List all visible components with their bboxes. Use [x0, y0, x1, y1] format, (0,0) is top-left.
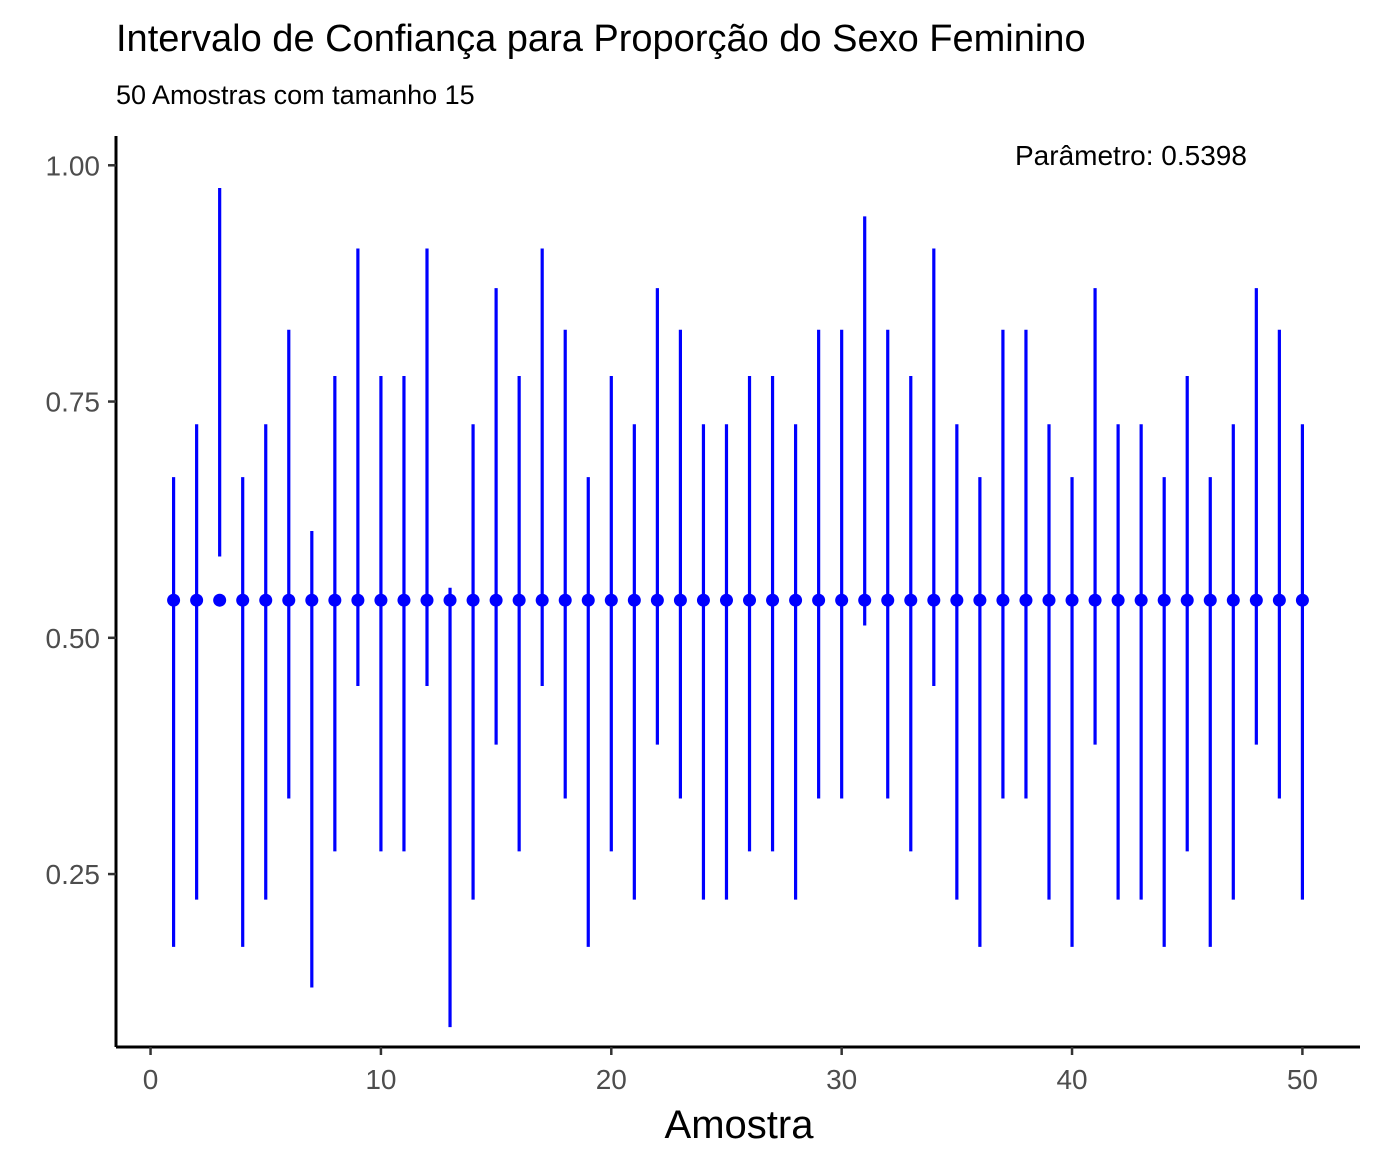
sample-points [167, 593, 1309, 607]
sample-point [950, 593, 964, 607]
sample-point [466, 593, 480, 607]
sample-point [973, 593, 987, 607]
confidence-intervals [171, 187, 1305, 1028]
sample-point [167, 593, 181, 607]
sample-point [1180, 593, 1194, 607]
sample-point [904, 593, 918, 607]
sample-point [1134, 593, 1148, 607]
sample-point [835, 593, 849, 607]
sample-point [397, 593, 411, 607]
sample-point [927, 593, 941, 607]
x-axis-label: Amostra [664, 1103, 814, 1147]
sample-point [282, 593, 296, 607]
sample-point [558, 593, 572, 607]
sample-point [1065, 593, 1079, 607]
sample-point [996, 593, 1010, 607]
y-tick-label: 0.25 [46, 859, 101, 890]
sample-point [213, 593, 227, 607]
x-tick-label: 20 [596, 1064, 627, 1095]
sample-point [1203, 593, 1217, 607]
sample-point [696, 593, 710, 607]
axes: 0.25 0.50 0.75 1.00 0 10 20 30 40 50 [46, 136, 1360, 1095]
sample-point [443, 593, 457, 607]
sample-point [812, 593, 826, 607]
sample-point [489, 593, 503, 607]
sample-point [1042, 593, 1056, 607]
x-tick-label: 40 [1056, 1064, 1087, 1095]
sample-point [719, 593, 733, 607]
chart-title: Intervalo de Confiança para Proporção do… [116, 18, 1086, 60]
sample-point [1019, 593, 1033, 607]
y-tick-label: 0.50 [46, 623, 101, 654]
sample-point [1249, 593, 1263, 607]
sample-point [881, 593, 895, 607]
sample-point [604, 593, 618, 607]
sample-point [1088, 593, 1102, 607]
y-tick-label: 1.00 [46, 150, 101, 181]
sample-point [351, 593, 365, 607]
sample-point [190, 593, 204, 607]
sample-point [328, 593, 342, 607]
sample-point [581, 593, 595, 607]
sample-point [420, 593, 434, 607]
sample-point [305, 593, 319, 607]
sample-point [789, 593, 803, 607]
sample-point [259, 593, 273, 607]
sample-point [1295, 593, 1309, 607]
x-tick-label: 0 [143, 1064, 159, 1095]
x-tick-label: 30 [826, 1064, 857, 1095]
sample-point [650, 593, 664, 607]
sample-point [1226, 593, 1240, 607]
sample-point [535, 593, 549, 607]
sample-point [743, 593, 757, 607]
sample-point [627, 593, 641, 607]
parameter-annotation: Parâmetro: 0.5398 [1015, 140, 1247, 171]
y-tick-label: 0.75 [46, 387, 101, 418]
sample-point [1157, 593, 1171, 607]
sample-point [236, 593, 250, 607]
sample-point [673, 593, 687, 607]
chart-subtitle: 50 Amostras com tamanho 15 [116, 80, 475, 110]
x-tick-label: 50 [1287, 1064, 1318, 1095]
sample-point [766, 593, 780, 607]
sample-point [374, 593, 388, 607]
sample-point [858, 593, 872, 607]
x-tick-label: 10 [365, 1064, 396, 1095]
sample-point [1272, 593, 1286, 607]
sample-point [1111, 593, 1125, 607]
sample-point [512, 593, 526, 607]
